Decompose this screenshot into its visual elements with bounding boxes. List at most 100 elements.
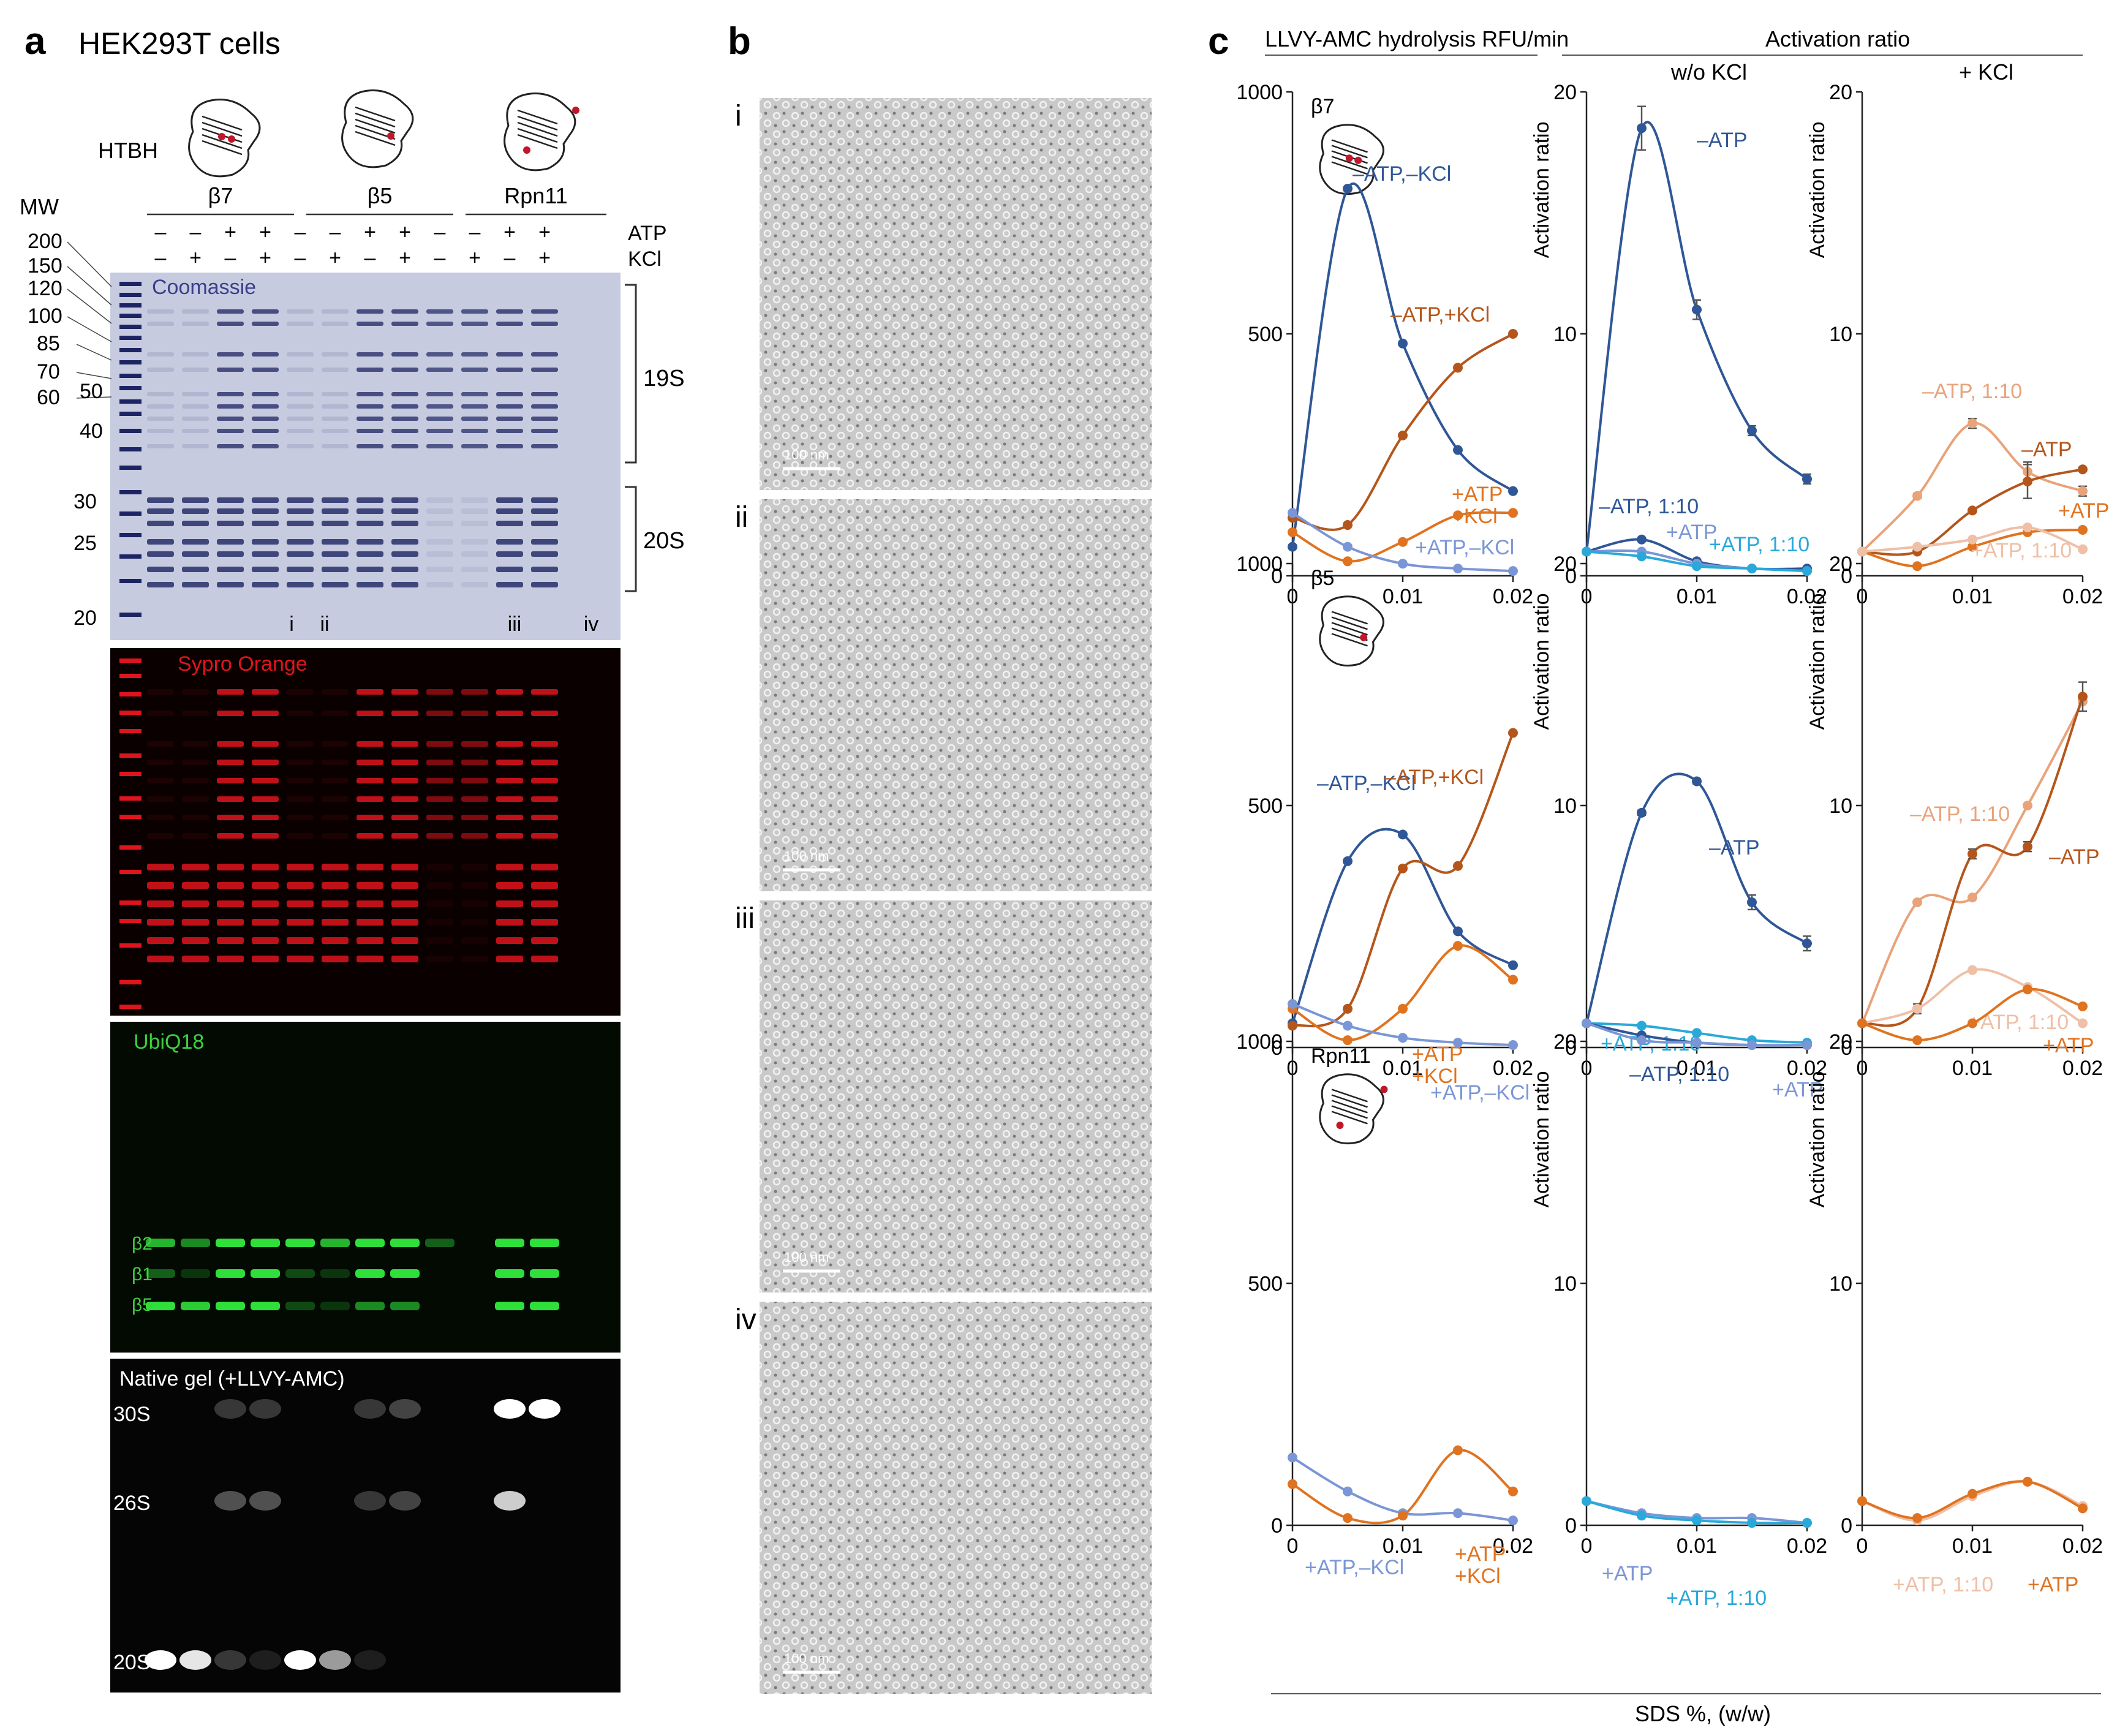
y-tick-label: 0	[1841, 1036, 1852, 1060]
gel-band	[322, 937, 349, 944]
gel-band	[182, 567, 209, 572]
gel-band	[252, 882, 279, 889]
gel-band	[322, 352, 349, 357]
gel-band	[461, 833, 488, 839]
gel-band	[357, 919, 383, 926]
native-band	[214, 1491, 246, 1511]
x-tick-label: 0	[1857, 1534, 1868, 1558]
scale-bar-label: 100 nm	[784, 1250, 829, 1265]
series-label: –ATP	[1709, 836, 1760, 859]
gel-band	[496, 521, 523, 526]
data-point	[1912, 1035, 1922, 1046]
data-point	[1343, 1021, 1353, 1031]
ladder-band	[119, 447, 141, 451]
x-tick-label: 0.02	[1787, 1534, 1827, 1558]
data-point	[1343, 1486, 1353, 1496]
series-label: +ATP	[1666, 521, 1717, 544]
proteasome-outline	[1319, 595, 1384, 667]
gel-band	[147, 760, 174, 765]
gel-band	[287, 567, 314, 572]
panel-b: b i 100 nm ii 100 nm iii 100 nm iv 100 nm	[728, 20, 1152, 1694]
gel-band	[391, 521, 418, 526]
y-axis-label: Activation ratio	[1806, 1071, 1829, 1208]
gel-band	[426, 352, 453, 357]
y-axis-label: Activation ratio	[1806, 122, 1829, 259]
gel-band	[147, 392, 174, 396]
gel-band	[426, 833, 453, 839]
y-tick-label: 20	[1553, 553, 1577, 576]
kcl-sign: +	[329, 246, 341, 270]
kcl-sign: +	[189, 246, 202, 270]
gel-band	[252, 919, 279, 926]
gel-band	[322, 711, 349, 716]
gel-band	[252, 796, 279, 802]
ladder-band	[119, 348, 141, 352]
gel-band	[287, 309, 314, 314]
gel-band	[322, 741, 349, 747]
gel-band	[496, 392, 523, 396]
x-axis-label: SDS %, (w/w)	[1635, 1701, 1771, 1726]
series-label: +ATP,–KCl	[1430, 1081, 1530, 1104]
gel-band	[217, 956, 244, 962]
proteasome-ring	[517, 127, 558, 143]
data-point	[1637, 551, 1647, 562]
htbh-label: HTBH	[98, 138, 158, 163]
gel-band	[461, 322, 488, 326]
gel-band	[496, 900, 523, 907]
data-point	[1453, 861, 1463, 871]
proteasome-row-icon	[1319, 595, 1384, 667]
gel-band	[182, 582, 209, 587]
gel-band	[391, 539, 418, 545]
data-point	[1968, 505, 1977, 516]
data-point	[1912, 1513, 1922, 1523]
y-tick-label: 20	[1829, 1030, 1852, 1054]
bracket-19s: 19S	[625, 284, 685, 464]
ubiq-band	[530, 1239, 559, 1247]
em-micrograph	[760, 98, 1152, 490]
charts: 0500100000.010.02β7–ATP,–KCl–ATP,+KCl+AT…	[1236, 81, 2109, 1610]
y-tick-label: 20	[1553, 1030, 1577, 1054]
data-point	[1398, 559, 1408, 569]
gel-band	[182, 322, 209, 326]
gel-band	[287, 368, 314, 372]
gel-band	[461, 508, 488, 514]
gel-band	[322, 900, 349, 907]
gel-band	[182, 429, 209, 433]
native-band	[145, 1650, 176, 1670]
data-point	[1692, 776, 1702, 787]
gel-band	[217, 741, 244, 747]
gel-band	[217, 760, 244, 765]
gel-band	[461, 882, 488, 889]
y-tick-label: 1000	[1236, 553, 1283, 576]
series-label: +ATP, 1:10	[1709, 533, 1809, 556]
proteasome-ring	[1331, 616, 1368, 630]
ubiq-band	[355, 1239, 385, 1247]
gel-band	[182, 796, 209, 802]
gel-band	[182, 404, 209, 409]
gel-band	[147, 711, 174, 716]
atp-sign: –	[469, 221, 481, 244]
gel-band	[461, 741, 488, 747]
ladder-band	[119, 659, 141, 663]
gel-band	[182, 539, 209, 545]
series-label: –ATP, 1:10	[1922, 380, 2022, 403]
ladder-band	[119, 360, 141, 364]
data-point	[1508, 566, 1518, 576]
gel-band	[391, 322, 418, 326]
mw-leader	[76, 372, 112, 379]
gel-band	[147, 404, 174, 409]
ubiq-band	[285, 1269, 315, 1278]
gel-band	[147, 429, 174, 433]
em-label: iv	[735, 1304, 756, 1336]
gel-band	[287, 444, 314, 448]
data-point	[1912, 491, 1922, 501]
coomassie-gel	[110, 273, 621, 640]
panel-a-title: HEK293T cells	[78, 26, 281, 61]
series-line	[1291, 1449, 1514, 1525]
data-point	[1398, 1511, 1408, 1521]
x-tick-label: 0.02	[2062, 1534, 2103, 1558]
gel-band	[357, 392, 383, 396]
ubiq-band	[146, 1302, 175, 1310]
proteasome-ring	[1331, 622, 1368, 636]
gel-band	[217, 815, 244, 820]
